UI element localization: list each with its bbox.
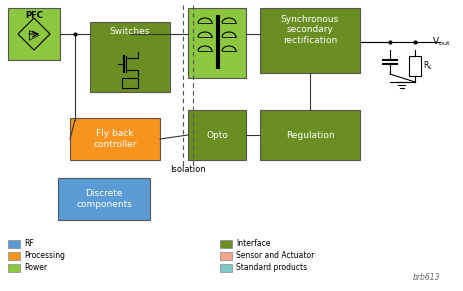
FancyBboxPatch shape: [8, 8, 60, 60]
FancyBboxPatch shape: [8, 240, 20, 248]
Text: Regulation: Regulation: [285, 130, 334, 139]
Text: Discrete
components: Discrete components: [76, 189, 131, 209]
Text: Interface: Interface: [236, 239, 270, 249]
FancyBboxPatch shape: [70, 118, 160, 160]
FancyBboxPatch shape: [188, 110, 245, 160]
Text: Power: Power: [24, 263, 47, 272]
FancyBboxPatch shape: [188, 8, 245, 78]
Text: Processing: Processing: [24, 251, 65, 260]
Text: Isolation: Isolation: [170, 166, 206, 175]
FancyBboxPatch shape: [58, 178, 150, 220]
Text: Synchronous
secondary
rectification: Synchronous secondary rectification: [280, 15, 338, 45]
Text: Switches: Switches: [110, 28, 150, 36]
Text: Opto: Opto: [206, 130, 227, 139]
FancyBboxPatch shape: [259, 110, 359, 160]
FancyBboxPatch shape: [90, 22, 169, 92]
FancyBboxPatch shape: [219, 264, 232, 272]
FancyBboxPatch shape: [259, 8, 359, 73]
FancyBboxPatch shape: [122, 78, 138, 88]
Text: V$_{\rm out}$: V$_{\rm out}$: [431, 36, 450, 48]
Text: PFC: PFC: [25, 10, 43, 19]
FancyBboxPatch shape: [8, 264, 20, 272]
FancyBboxPatch shape: [219, 252, 232, 260]
Text: Fly back
controller: Fly back controller: [93, 129, 137, 149]
FancyBboxPatch shape: [8, 252, 20, 260]
Text: ▷: ▷: [29, 27, 39, 41]
Text: brb613: brb613: [412, 274, 439, 283]
Text: R$_L$: R$_L$: [422, 60, 432, 72]
FancyBboxPatch shape: [219, 240, 232, 248]
Text: RF: RF: [24, 239, 34, 249]
Text: Standard products: Standard products: [236, 263, 307, 272]
Text: Sensor and Actuator: Sensor and Actuator: [236, 251, 314, 260]
FancyBboxPatch shape: [408, 56, 420, 76]
